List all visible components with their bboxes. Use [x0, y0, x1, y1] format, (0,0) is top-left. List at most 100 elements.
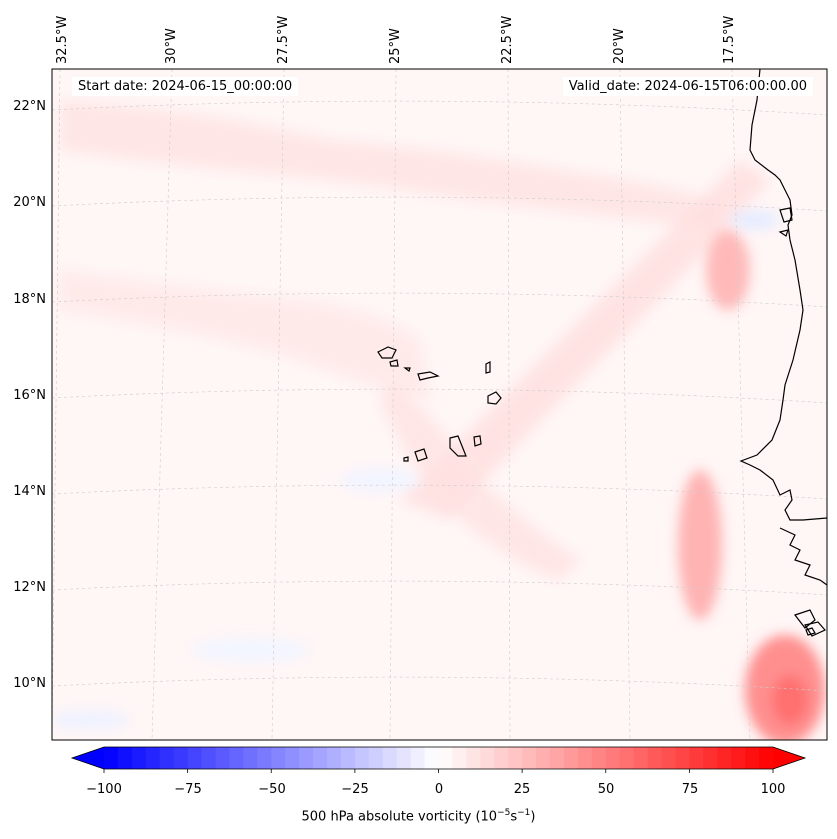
colorbar-segment	[159, 747, 175, 769]
colorbar-segment	[494, 747, 509, 769]
colorbar-tick-label: 100	[760, 782, 786, 797]
colorbar-tick-label: −50	[258, 782, 286, 797]
colorbar-segment	[605, 747, 621, 769]
colorbar-segment	[522, 747, 537, 769]
vorticity-min-southwest	[190, 638, 310, 662]
colorbar-segment	[731, 747, 746, 769]
colorbar-segment	[717, 747, 732, 769]
colorbar-segment	[173, 747, 189, 769]
colorbar-segment	[354, 747, 370, 769]
colorbar-segment	[104, 747, 119, 769]
bissagos-islands	[805, 627, 816, 636]
coastline	[739, 69, 827, 637]
island-maio	[473, 435, 482, 447]
island-boa-vista	[487, 391, 502, 405]
colorbar-segment	[745, 747, 760, 769]
colorbar-tick-label: −75	[174, 782, 202, 797]
colorbar-segment	[382, 747, 398, 769]
colorbar-segment	[396, 747, 412, 769]
vorticity-band-north	[60, 100, 720, 230]
colorbar	[70, 746, 807, 773]
latitude-label: 20°N	[13, 195, 46, 210]
colorbar-segment	[229, 747, 244, 769]
colorbar-tick-label: −25	[341, 782, 369, 797]
longitude-label: 30°W	[164, 28, 179, 64]
colorbar-segment	[619, 747, 635, 769]
latitude-label: 10°N	[13, 676, 46, 691]
colorbar-segment	[131, 747, 147, 769]
longitude-label: 32.5°W	[55, 15, 70, 64]
colorbar-segment	[299, 747, 314, 769]
colorbar-segment	[424, 747, 439, 769]
colorbar-tick-label: 75	[681, 782, 699, 797]
colorbar-segment	[577, 747, 593, 769]
colorbar-extend-min	[72, 747, 104, 769]
colorbar-segment	[257, 747, 272, 769]
island-brava	[403, 456, 409, 462]
colorbar-segment	[327, 747, 342, 769]
vorticity-band-central	[380, 380, 580, 580]
colorbar-segment	[508, 747, 523, 769]
colorbar-title: 500 hPa absolute vorticity (10−5s−1)	[301, 808, 536, 825]
colorbar-segment	[187, 747, 203, 769]
colorbar-segment	[675, 747, 690, 769]
latitude-label: 18°N	[13, 292, 46, 307]
island-sal	[485, 361, 491, 374]
colorbar-segment	[550, 747, 565, 769]
colorbar-segment	[661, 747, 676, 769]
colorbar-segment	[480, 747, 495, 769]
colorbar-tick-label: −100	[86, 782, 122, 797]
vorticity-band-mid	[60, 270, 430, 400]
island-santo-antao	[377, 346, 397, 359]
coast-guinea	[794, 609, 816, 629]
vorticity-max-south-core	[772, 675, 808, 725]
colorbar-segment	[145, 747, 161, 769]
vorticity-min-southwest2	[52, 710, 130, 730]
island-fogo	[414, 448, 428, 462]
colorbar-segment	[117, 747, 133, 769]
vorticity-min-east	[730, 210, 780, 230]
valid-date-label: Valid_date: 2024-06-15T06:00:00.00	[562, 77, 813, 96]
africa-coastline-south	[779, 527, 827, 586]
coast-east-islet2	[778, 229, 789, 237]
colorbar-segment	[563, 747, 579, 769]
colorbar-segment	[410, 747, 426, 769]
latitude-label: 14°N	[13, 484, 46, 499]
latitude-label: 12°N	[13, 580, 46, 595]
island-santiago	[449, 435, 467, 457]
longitude-label: 25°W	[388, 28, 403, 64]
colorbar-tick-label: 50	[597, 782, 615, 797]
colorbar-segment	[243, 747, 258, 769]
africa-coastline	[739, 69, 827, 521]
colorbar-extend-max	[773, 747, 805, 769]
colorbar-segment	[271, 747, 286, 769]
vorticity-max-east-mid	[678, 470, 722, 620]
longitude-label: 27.5°W	[276, 15, 291, 64]
coast-guinea2	[804, 621, 826, 637]
colorbar-segment	[215, 747, 230, 769]
colorbar-segment	[285, 747, 300, 769]
colorbar-segment	[633, 747, 649, 769]
latitude-label: 22°N	[13, 99, 46, 114]
vorticity-field	[52, 100, 825, 740]
island-sao-vicente	[389, 359, 399, 367]
colorbar-segment	[438, 747, 453, 769]
colorbar-tick-label: 25	[513, 782, 531, 797]
cape-verde-islands	[377, 346, 502, 462]
longitude-label: 20°W	[612, 28, 627, 64]
latitude-label: 16°N	[13, 388, 46, 403]
map-frame	[51, 68, 828, 741]
colorbar-segment	[201, 747, 216, 769]
vorticity-max-east-north	[706, 230, 750, 310]
longitude-label: 17.5°W	[722, 15, 737, 64]
colorbar-segment	[759, 747, 774, 769]
vorticity-band-diagonal	[400, 160, 770, 520]
colorbar-segment	[340, 747, 356, 769]
vorticity-min-central	[340, 468, 420, 492]
colorbar-segment	[536, 747, 551, 769]
colorbar-tick-label: 0	[434, 782, 444, 797]
start-date-label: Start date: 2024-06-15_00:00:00	[72, 77, 299, 96]
island-santa-luzia	[403, 367, 411, 372]
